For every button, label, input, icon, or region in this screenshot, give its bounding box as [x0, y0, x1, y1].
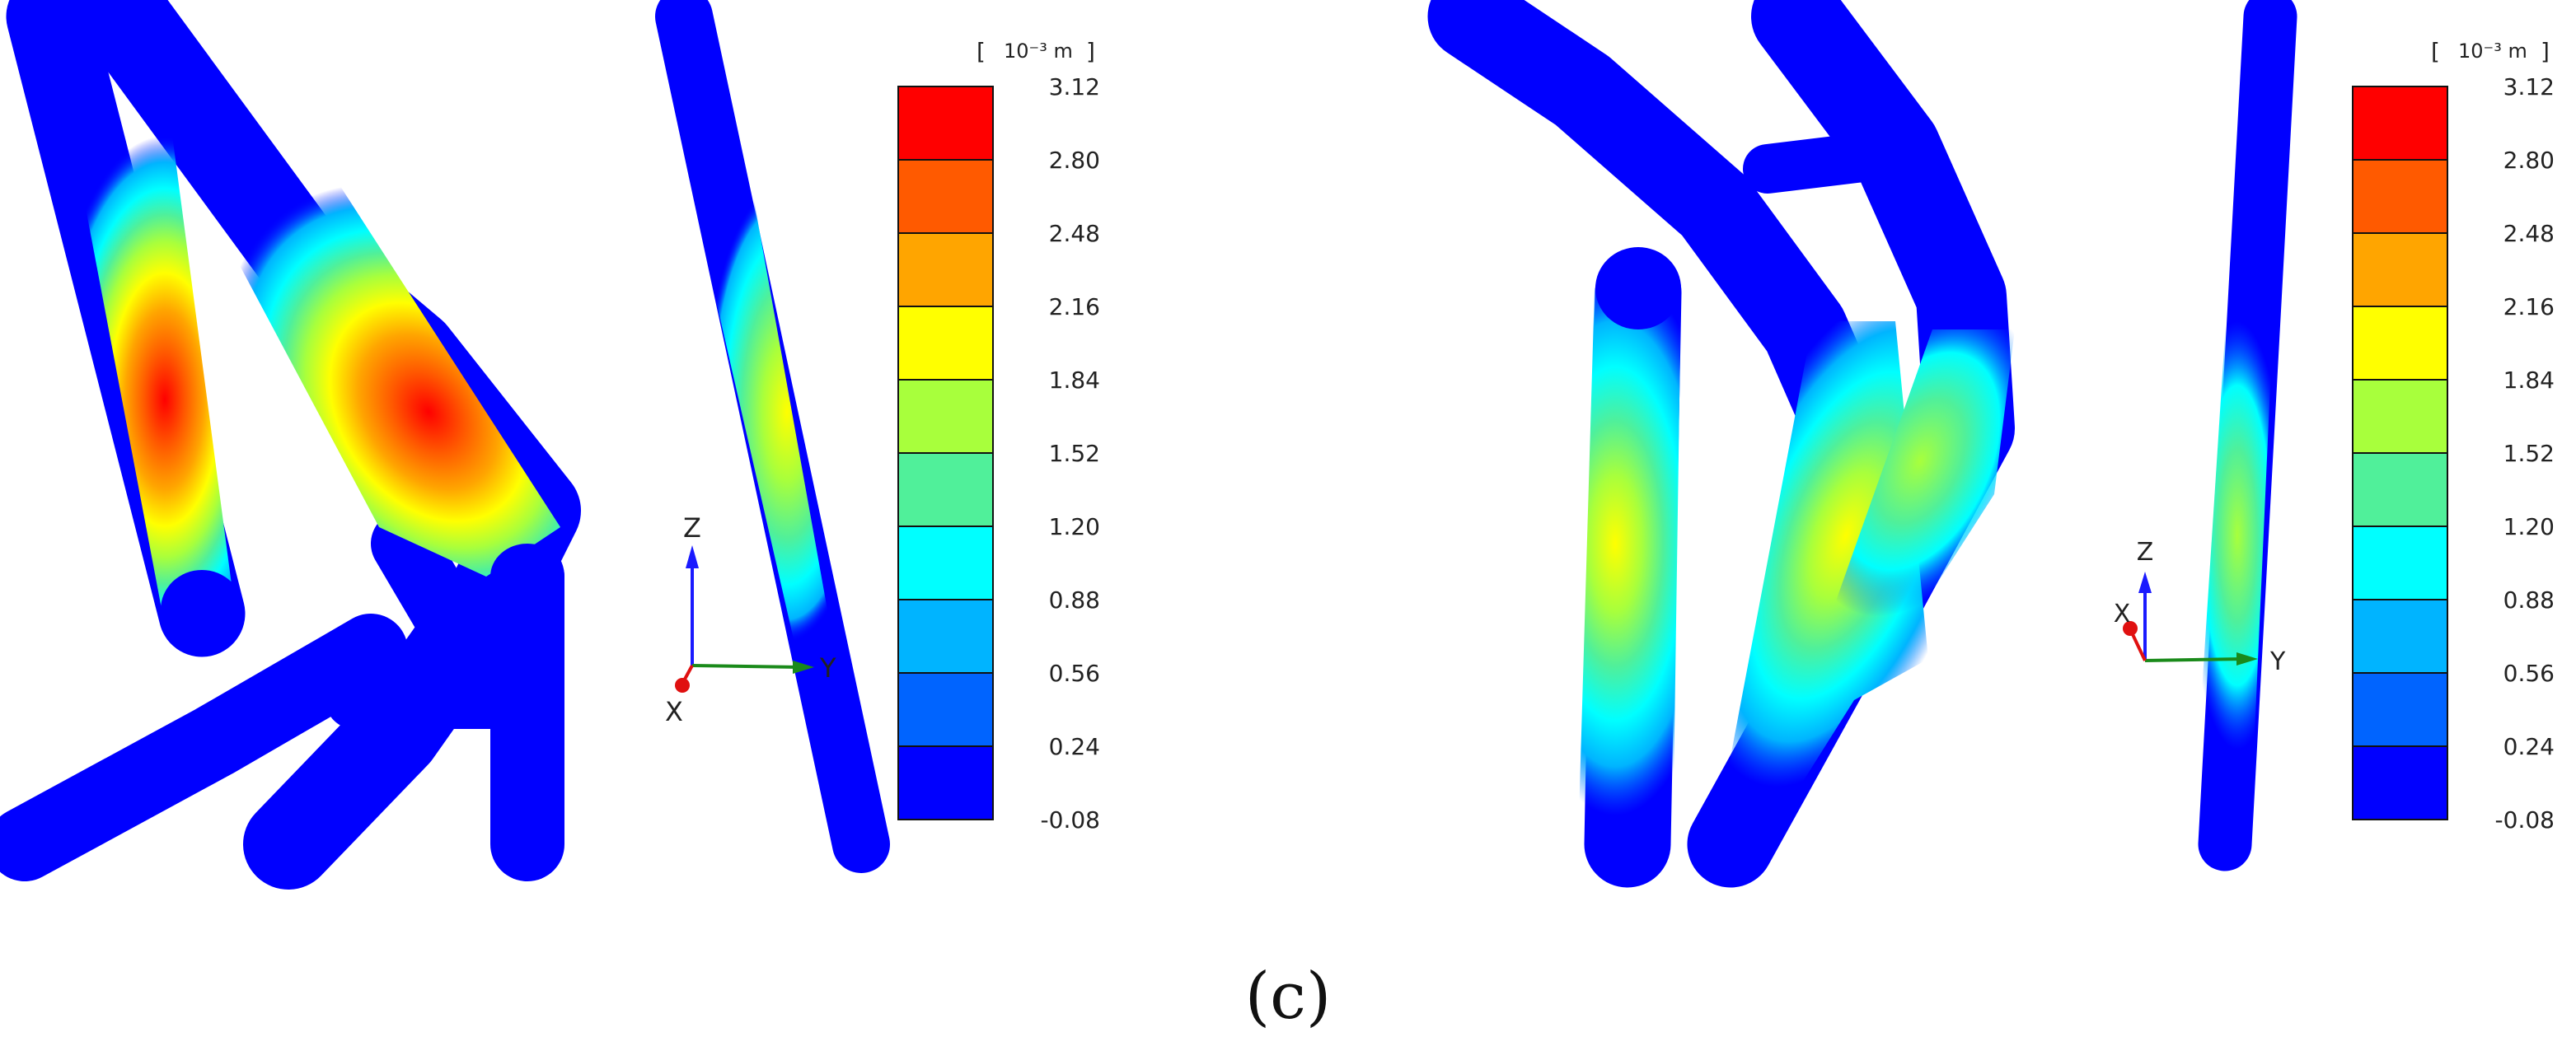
legend-tick-label: 3.12 [2503, 73, 2555, 100]
legend-tick-label: 1.84 [2503, 367, 2555, 394]
tube-end-cap [1595, 247, 1681, 329]
legend-tick-label: 2.48 [2503, 220, 2555, 247]
legend-ticks: 3.12 2.80 2.48 2.16 1.84 1.52 1.20 0.88 0.56 0.24… [2495, 73, 2555, 834]
color-legend-left: [ 10⁻³ m ] 3.12 2.80 2.48 2.16 1.84 1.52 1.20 0… [897, 38, 1100, 834]
legend-band [2352, 379, 2448, 454]
legend-tick-label: 1.52 [1049, 440, 1100, 467]
x-axis-line [2129, 630, 2147, 661]
legend-tick-label: 2.48 [1049, 220, 1100, 247]
legend-band [2352, 232, 2448, 307]
color-legend-right: [ 10⁻³ m ] 3.12 2.80 2.48 2.16 1.84 1.52 1.20 0… [2352, 38, 2555, 834]
legend-band [2352, 452, 2448, 527]
legend-band [2352, 306, 2448, 381]
legend-band [897, 379, 994, 454]
legend-band [2352, 86, 2448, 161]
x-axis-label: X [665, 696, 683, 727]
legend-band [897, 306, 994, 381]
panel-left-contour: Z Y X [ 10⁻³ m ] 3.12 2.80 2.48 2.16 1.84 1.5… [0, 0, 1100, 890]
legend-tick-label: 1.84 [1049, 367, 1100, 394]
legend-band [2352, 672, 2448, 747]
legend-tick-label: 0.24 [2503, 733, 2555, 760]
coordinate-triad-right: Z Y X [2114, 538, 2286, 676]
legend-unit-close: ] [1086, 38, 1095, 65]
legend-band [897, 745, 994, 820]
tube-end-cap [490, 544, 564, 610]
legend-ticks: 3.12 2.80 2.48 2.16 1.84 1.52 1.20 0.88 0.56 0.24… [1041, 73, 1100, 834]
legend-band [897, 672, 994, 747]
z-axis-arrowhead [2138, 572, 2152, 593]
legend-unit-open: [ [977, 38, 986, 65]
x-axis-label: X [2114, 600, 2131, 628]
legend-tick-label: 0.56 [1049, 660, 1100, 687]
legend-band [897, 232, 994, 307]
y-axis-line [691, 664, 800, 669]
z-axis-label: Z [683, 512, 701, 544]
tube-end-cap [161, 570, 243, 649]
legend-bands [897, 86, 994, 820]
coordinate-triad-left: Z Y X [665, 512, 836, 727]
legend-unit-close: ] [2541, 38, 2550, 65]
legend-unit: 10⁻³ m [2458, 40, 2527, 63]
legend-tick-label: 1.52 [2503, 440, 2555, 467]
legend-bands [2352, 86, 2448, 820]
legend-unit: 10⁻³ m [1004, 40, 1073, 63]
legend-tick-label: 2.16 [2503, 293, 2555, 320]
y-axis-line [2144, 657, 2244, 662]
legend-band [897, 159, 994, 234]
legend-tick-label: 0.88 [2503, 586, 2555, 614]
x-axis-dot [2123, 621, 2138, 636]
legend-band [2352, 599, 2448, 674]
legend-tick-label: 2.16 [1049, 293, 1100, 320]
panel-right-contour: Z Y X [ 10⁻³ m ] 3.12 2.80 2.48 2.16 1.84 1.5… [1427, 0, 2555, 888]
figure-caption: (c) [1244, 960, 1332, 1034]
legend-band [897, 526, 994, 600]
legend-tick-label: -0.08 [1041, 806, 1100, 834]
legend-band [897, 599, 994, 674]
legend-band [897, 86, 994, 161]
y-axis-arrowhead [793, 661, 814, 674]
legend-band [2352, 526, 2448, 600]
legend-tick-label: 1.20 [2503, 513, 2555, 540]
legend-tick-label: 2.80 [1049, 147, 1100, 174]
legend-tick-label: 2.80 [2503, 147, 2555, 174]
y-axis-label: Y [2269, 647, 2286, 676]
z-axis-label: Z [2137, 538, 2154, 567]
legend-tick-label: 0.56 [2503, 660, 2555, 687]
legend-tick-label: 0.24 [1049, 733, 1100, 760]
legend-tick-label: 0.88 [1049, 586, 1100, 614]
legend-tick-label: -0.08 [2495, 806, 2555, 834]
legend-tick-label: 1.20 [1049, 513, 1100, 540]
legend-tick-label: 3.12 [1049, 73, 1100, 100]
legend-band [2352, 745, 2448, 820]
z-axis-arrowhead [686, 545, 699, 568]
x-axis-dot [675, 678, 690, 693]
y-axis-arrowhead [2236, 652, 2258, 666]
legend-band [897, 452, 994, 527]
legend-band [2352, 159, 2448, 234]
y-axis-label: Y [819, 652, 836, 684]
legend-unit-open: [ [2431, 38, 2440, 65]
